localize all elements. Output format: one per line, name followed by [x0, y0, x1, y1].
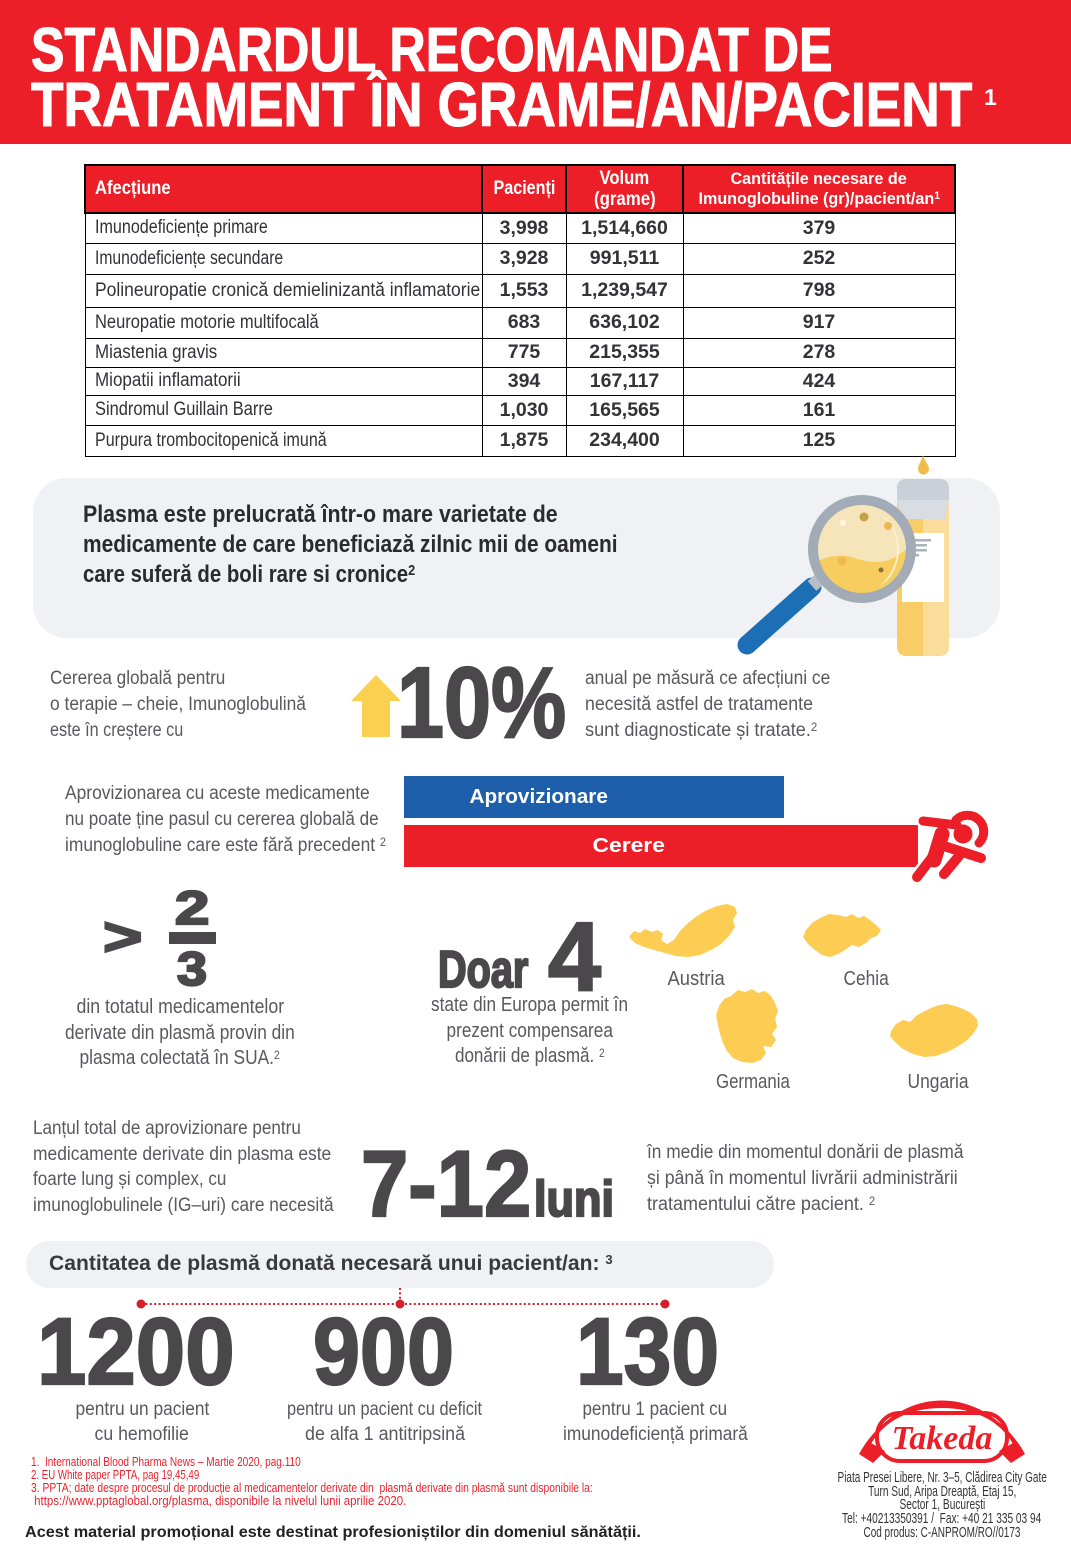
svg-text:Takeda: Takeda: [892, 1420, 993, 1457]
